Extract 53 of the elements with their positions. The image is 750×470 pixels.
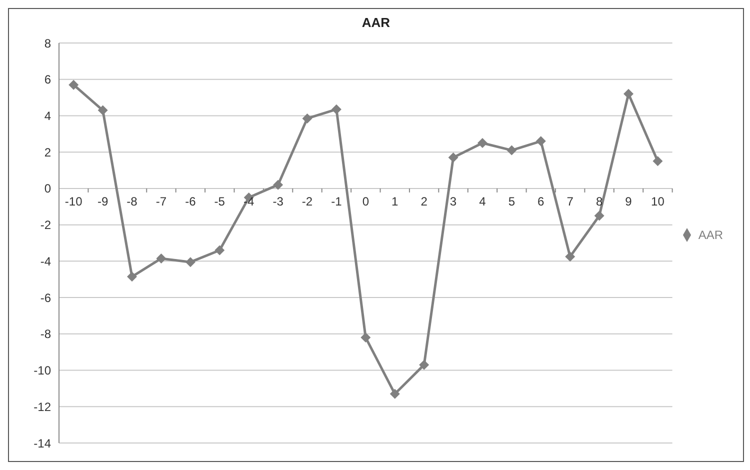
x-tick-label: 3	[450, 194, 457, 208]
y-tick-label: -14	[34, 436, 52, 450]
legend-label: AAR	[698, 228, 723, 242]
point	[419, 360, 430, 370]
point	[127, 272, 138, 282]
x-tick-label: 10	[651, 194, 665, 208]
y-tick-label: 6	[44, 72, 52, 87]
point	[302, 113, 312, 124]
y-tick-label: -12	[34, 400, 52, 414]
point	[565, 252, 576, 262]
y-tick-label: -8	[40, 327, 52, 342]
point	[273, 180, 284, 190]
y-tick-label: -10	[34, 364, 52, 378]
x-tick-label: -2	[302, 194, 313, 208]
x-tick-label: 6	[538, 194, 545, 208]
x-tick-label: -3	[272, 194, 284, 208]
y-tick-label: 8	[44, 36, 52, 50]
y-tick-label: 4	[44, 108, 52, 123]
x-tick-label: -10	[64, 194, 83, 208]
point	[185, 257, 196, 268]
x-tick-label: 1	[392, 194, 399, 208]
x-tick-label: 4	[479, 194, 486, 208]
y-tick-label: -4	[40, 254, 52, 268]
point	[156, 253, 166, 264]
x-tick-label: -7	[156, 194, 167, 208]
point	[536, 136, 546, 146]
point	[68, 80, 79, 90]
x-tick-label: 2	[420, 194, 428, 208]
x-tick-label: 5	[508, 194, 516, 208]
y-tick-label: 2	[44, 145, 52, 160]
point	[331, 104, 342, 114]
y-tick-label: -6	[40, 290, 52, 305]
x-tick-label: -8	[126, 194, 138, 208]
y-tick-label: -2	[40, 218, 52, 232]
chart-title: AAR	[360, 15, 392, 30]
point	[214, 245, 225, 256]
point	[624, 88, 634, 99]
y-tick-label: 0	[44, 182, 52, 196]
point	[448, 152, 458, 163]
point	[477, 138, 488, 148]
x-tick-label: -9	[97, 194, 108, 208]
x-tick-label: 7	[566, 194, 574, 208]
x-tick-label: 0	[362, 194, 370, 208]
x-tick-label: -5	[214, 194, 226, 208]
x-tick-label: -6	[185, 194, 196, 208]
point	[594, 210, 604, 221]
point	[506, 145, 517, 156]
x-tick-label: -1	[331, 194, 342, 208]
point	[98, 105, 108, 116]
point	[390, 388, 400, 399]
point	[360, 332, 371, 343]
x-tick-label: 9	[625, 194, 632, 208]
point	[652, 156, 663, 166]
